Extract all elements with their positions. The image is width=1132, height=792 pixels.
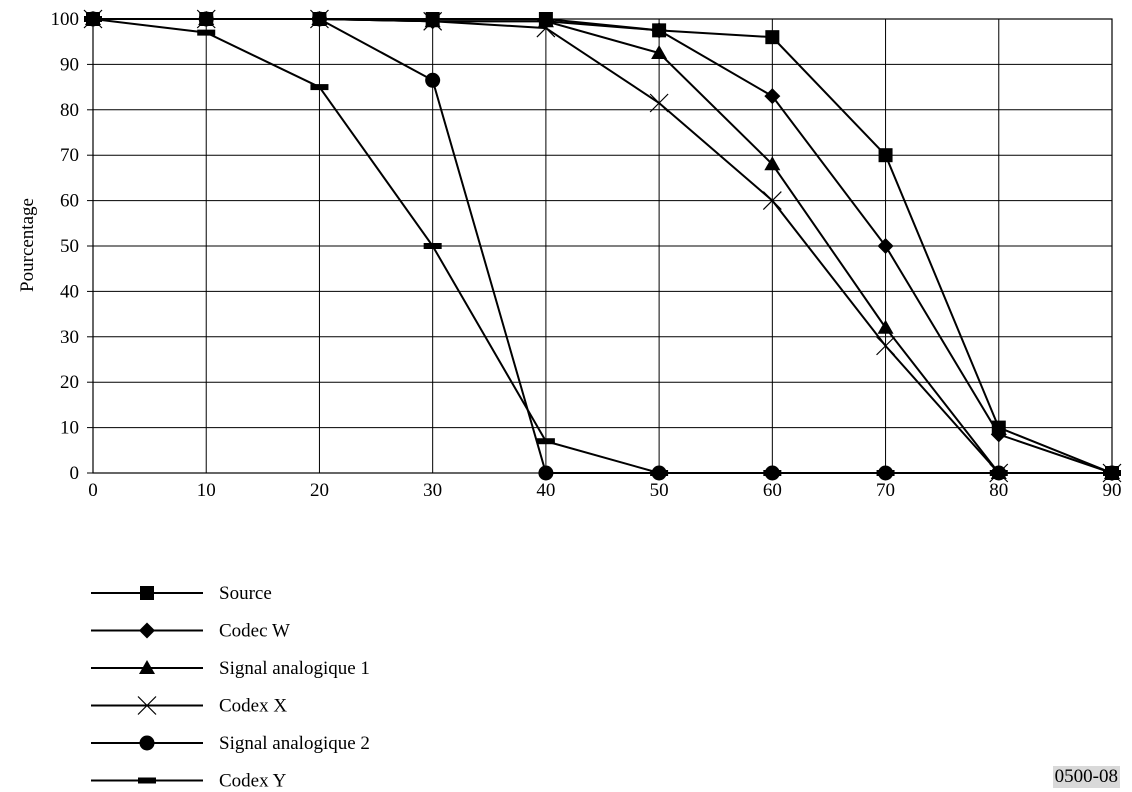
legend-item-codex-y: Codex Y [91,771,287,792]
x-tick-label: 80 [989,480,1008,501]
x-tick-label: 0 [88,480,98,501]
x-tick-label: 20 [310,480,329,501]
y-tick-label: 50 [60,236,79,257]
figure-id: 0500-08 [1052,766,1120,788]
legend-label: Codex Y [219,771,287,792]
data-point [651,22,668,39]
data-point [651,45,668,60]
data-point [762,191,782,211]
y-tick-label: 80 [60,100,79,121]
data-point [878,148,893,163]
y-tick-label: 60 [60,191,79,212]
y-tick-label: 100 [51,9,80,30]
tick-labels: 0 10 20 30 40 50 60 70 80 90 0 10 20 30 40 50 60 70 80 90 10… [51,9,1122,501]
y-tick-label: 20 [60,372,79,393]
data-point [763,470,782,476]
series-signal-analogique-1 [85,11,1120,479]
data-point [310,84,329,91]
data-point [198,11,214,27]
data-point [536,18,556,38]
series-group [83,9,1122,483]
data-point [423,11,443,31]
data-point [84,16,102,22]
legend-label: Signal analogique 2 [219,733,370,754]
data-point [425,72,441,88]
data-point [311,11,327,27]
legend-marker [138,777,156,784]
data-point [876,470,895,476]
data-point [423,243,442,249]
y-tick-label: 30 [60,327,79,348]
data-point [989,470,1008,476]
data-point [536,438,555,445]
legend-label: Codec W [219,621,290,642]
y-tick-label: 40 [60,281,79,302]
data-point [650,470,669,476]
x-tick-label: 30 [423,480,442,501]
x-tick-label: 10 [197,480,216,501]
y-tick-label: 90 [60,54,79,75]
data-point [877,238,894,254]
data-point [764,156,781,171]
legend-item-codex-x: Codex X [91,696,287,717]
legend-marker [139,622,155,639]
legend-item-codec-w: Codec W [91,621,290,642]
data-point [876,336,895,356]
x-tick-label: 50 [650,480,669,501]
x-tick-label: 60 [763,480,782,501]
data-point [877,319,894,334]
y-tick-label: 10 [60,418,79,439]
y-tick-label: 70 [60,145,79,166]
x-tick-label: 40 [536,480,555,501]
x-tick-label: 90 [1103,480,1122,501]
y-tick-label: 0 [70,463,80,484]
legend-marker [140,586,154,600]
legend: Source Codec W Signal analogique 1 Codex X S… [91,583,370,792]
legend-item-signal-analogique-1: Signal analogique 1 [91,658,370,679]
x-tick-label: 70 [876,480,895,501]
data-point [1103,470,1121,476]
legend-item-source: Source [91,583,272,604]
y-axis-label: Pourcentage [17,198,38,292]
data-point [538,465,554,481]
legend-marker [139,735,155,751]
data-point [764,88,781,105]
legend-label: Source [219,583,272,604]
data-point [197,29,216,36]
legend-marker [139,660,155,674]
series-codex-y [84,16,1121,476]
legend-label: Signal analogique 1 [219,658,370,679]
legend-item-signal-analogique-2: Signal analogique 2 [91,733,370,754]
data-point [990,426,1007,443]
data-point [649,93,669,113]
grid [87,18,1113,474]
series-line [92,18,1112,474]
legend-label: Codex X [219,696,287,717]
data-point [765,30,780,45]
legend-marker [137,696,157,715]
